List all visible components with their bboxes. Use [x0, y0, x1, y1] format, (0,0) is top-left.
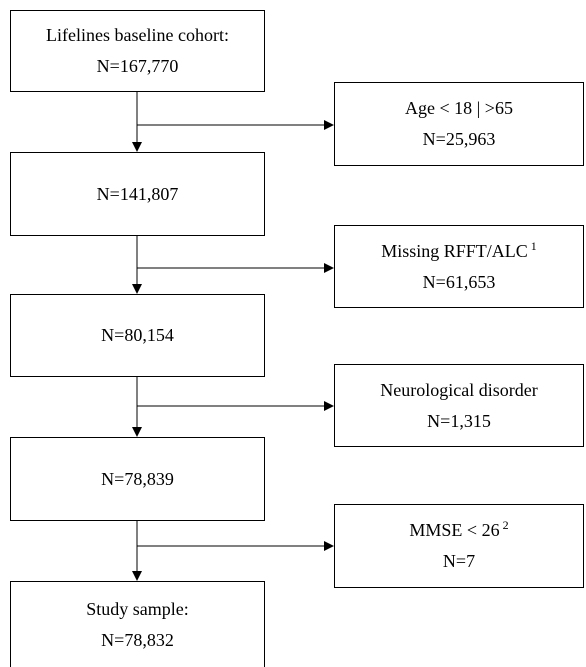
- exclusion-count: N=1,315: [427, 410, 491, 431]
- exclusion-criterion: MMSE < 26 2: [409, 518, 509, 540]
- main-box-count: N=78,832: [101, 629, 174, 650]
- exclusion-count: N=61,653: [422, 271, 496, 292]
- footnote-marker: 1: [530, 238, 537, 253]
- main-box-count: N=80,154: [101, 325, 174, 345]
- main-box-baseline-cohort: Lifelines baseline cohort: N=167,770: [10, 10, 265, 92]
- exclusion-box-neurological: Neurological disorder N=1,315: [334, 364, 584, 447]
- main-box-after-age: N=141,807: [10, 152, 265, 236]
- main-box-after-neurological: N=78,839: [10, 437, 265, 521]
- exclusion-count: N=7: [442, 551, 476, 571]
- exclusion-criterion: Age < 18 | >65: [405, 98, 513, 118]
- main-box-title: Lifelines baseline cohort:: [46, 25, 229, 45]
- exclusion-box-missing-rfft-alc: Missing RFFT/ALC 1 N=61,653: [334, 225, 584, 308]
- main-box-count: N=78,839: [101, 468, 174, 489]
- exclusion-criterion: Missing RFFT/ALC 1: [381, 238, 537, 261]
- main-box-count: N=141,807: [96, 183, 179, 204]
- main-box-after-missing: N=80,154: [10, 294, 265, 377]
- footnote-marker: 2: [502, 518, 509, 532]
- main-box-count: N=167,770: [96, 56, 179, 76]
- main-box-study-sample: Study sample: N=78,832: [10, 581, 265, 667]
- exclusion-criterion: Neurological disorder: [380, 379, 538, 400]
- exclusion-count: N=25,963: [422, 129, 496, 149]
- exclusion-box-age: Age < 18 | >65 N=25,963: [334, 82, 584, 166]
- main-box-title: Study sample:: [86, 598, 189, 619]
- exclusion-box-mmse: MMSE < 26 2 N=7: [334, 504, 584, 588]
